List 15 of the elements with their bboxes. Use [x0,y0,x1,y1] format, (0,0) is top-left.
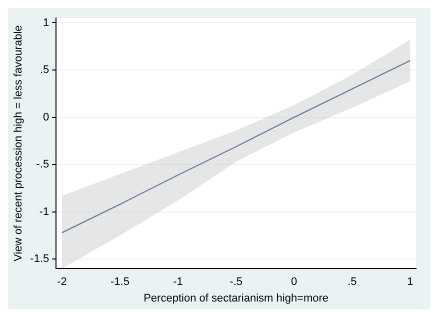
x-axis-title: Perception of sectarianism high=more [144,292,329,304]
x-tick-label: 1 [407,276,414,288]
y-axis-title: View of recent procession high = less favourable [12,25,25,262]
x-tick-label: -2 [57,276,67,288]
y-tick-label: -1 [39,206,50,218]
x-tick-label: -1.5 [110,276,130,288]
y-tick-label: -.5 [36,158,50,171]
y-tick-label: 0 [43,111,50,124]
y-tick-label: .5 [40,64,50,76]
x-tick-label: -1 [173,276,183,288]
y-tick-label: 1 [43,16,50,29]
x-tick-label: -.5 [230,276,242,288]
x-tick-label: 0 [291,276,298,288]
x-tick-label: .5 [348,276,357,288]
y-tick-label: -1.5 [30,253,50,266]
